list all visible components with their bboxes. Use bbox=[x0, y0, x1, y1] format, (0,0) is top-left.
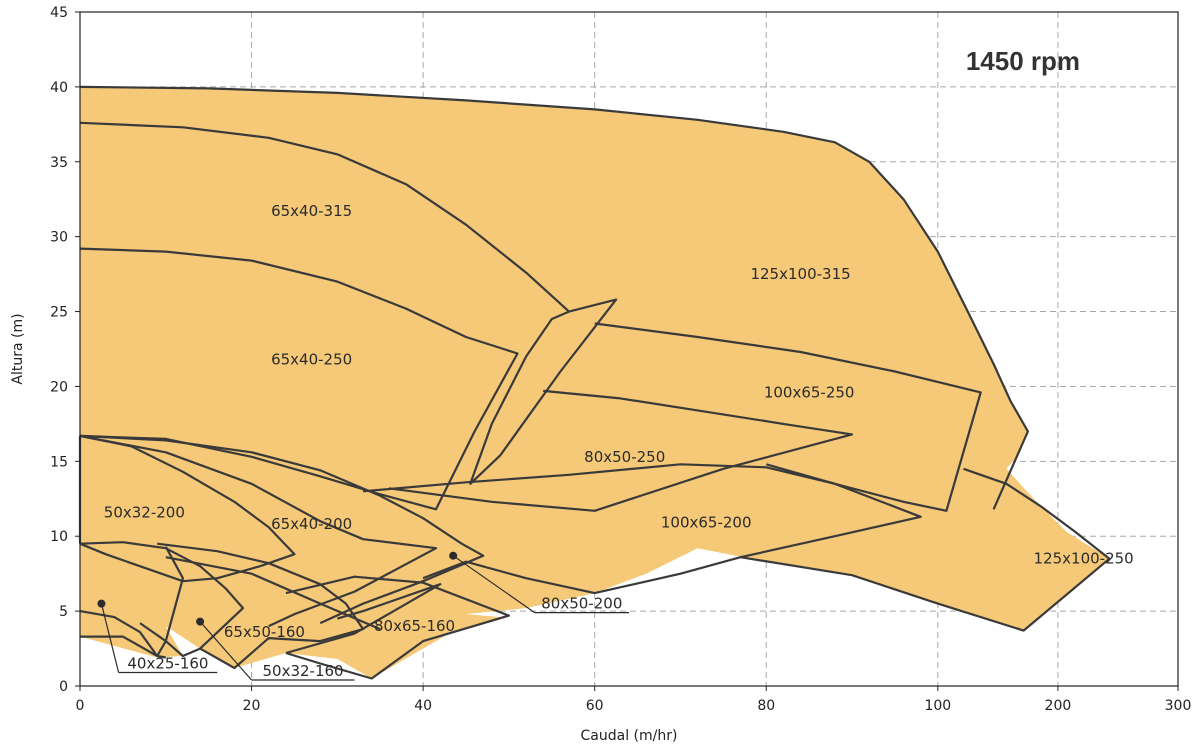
y-axis-label: Altura (m) bbox=[10, 313, 26, 384]
region-label-80x50-250: 80x50-250 bbox=[584, 448, 665, 466]
curve-50x32-200 bbox=[79, 434, 296, 583]
x-tick-label: 40 bbox=[414, 698, 432, 714]
x-tick-label: 300 bbox=[1165, 698, 1192, 714]
curve-65x40-200-inner bbox=[79, 434, 438, 628]
y-tick-label: 0 bbox=[59, 679, 68, 695]
y-tick-label: 5 bbox=[59, 604, 68, 620]
curve-100x65-200 bbox=[363, 463, 922, 595]
callout-leader-80x50-200 bbox=[452, 555, 535, 614]
x-tick-label: 60 bbox=[586, 698, 604, 714]
callout-dot-40x25-160 bbox=[97, 599, 106, 608]
region-label-80x65-160: 80x65-160 bbox=[374, 617, 455, 635]
curve-40x25-160-bottom bbox=[80, 635, 166, 659]
plot-frame bbox=[79, 11, 1179, 687]
region-label-125x100-250: 125x100-250 bbox=[1034, 550, 1134, 568]
curve-80x65-160 bbox=[285, 575, 510, 680]
y-tick-label: 25 bbox=[50, 305, 68, 321]
curve-65x50-160-top bbox=[165, 556, 381, 631]
region-label-65x40-200: 65x40-200 bbox=[271, 515, 352, 533]
pump-callouts: 80x50-200 40x25-160 50x32-160 bbox=[97, 551, 629, 681]
speed-annotation: 1450 rpm bbox=[966, 46, 1080, 76]
x-tick-label: 0 bbox=[76, 698, 85, 714]
y-tick-label: 40 bbox=[50, 80, 68, 96]
x-tick-label: 200 bbox=[1045, 698, 1072, 714]
region-label-65x40-250: 65x40-250 bbox=[271, 350, 352, 368]
y-tick-label: 20 bbox=[50, 379, 68, 395]
curve-125x100-315-outer bbox=[79, 85, 1029, 510]
y-tick-label: 35 bbox=[50, 155, 68, 171]
y-tick-label: 10 bbox=[50, 529, 68, 545]
curve-100x65-250 bbox=[594, 322, 982, 512]
x-axis-ticks: 0 20 40 60 80 100 200 300 bbox=[76, 686, 1192, 714]
callout-label-80x50-200: 80x50-200 bbox=[541, 595, 622, 613]
x-tick-label: 100 bbox=[924, 698, 951, 714]
y-tick-label: 15 bbox=[50, 454, 68, 470]
callout-leader-40x25-160 bbox=[100, 603, 120, 673]
region-label-125x100-315: 125x100-315 bbox=[750, 265, 850, 283]
pump-region-labels: 65x40-315 125x100-315 65x40-250 100x65-250 8… bbox=[104, 202, 1134, 641]
region-label-50x32-200: 50x32-200 bbox=[104, 503, 185, 521]
y-axis-ticks: 0 5 10 15 20 25 30 35 40 45 bbox=[50, 5, 80, 695]
callout-label-50x32-160: 50x32-160 bbox=[262, 662, 343, 680]
curve-65x50-160 bbox=[157, 542, 365, 670]
region-label-65x50-160: 65x50-160 bbox=[224, 623, 305, 641]
curve-80x65-160-inner bbox=[285, 583, 442, 655]
curve-65x40-200 bbox=[79, 434, 485, 625]
y-tick-label: 30 bbox=[50, 230, 68, 246]
curve-65x40-250 bbox=[79, 247, 519, 511]
curve-50x32-160 bbox=[79, 541, 245, 658]
region-label-100x65-250: 100x65-250 bbox=[764, 383, 855, 401]
pump-envelope-fill bbox=[80, 86, 1110, 679]
curve-125x100-250 bbox=[740, 467, 1111, 632]
y-tick-label: 45 bbox=[50, 5, 68, 21]
x-tick-label: 20 bbox=[243, 698, 261, 714]
curve-65x40-315 bbox=[79, 121, 618, 485]
region-label-65x40-315: 65x40-315 bbox=[271, 202, 352, 220]
callout-dot-80x50-200 bbox=[449, 551, 458, 560]
x-tick-label: 80 bbox=[757, 698, 775, 714]
callout-leader-50x32-160 bbox=[199, 621, 253, 681]
pump-regions bbox=[78, 85, 1111, 680]
curve-80x50-250 bbox=[388, 389, 854, 512]
callout-label-40x25-160: 40x25-160 bbox=[127, 655, 208, 673]
x-axis-label: Caudal (m/hr) bbox=[581, 728, 678, 744]
callout-dot-50x32-160 bbox=[196, 617, 205, 626]
region-label-100x65-200: 100x65-200 bbox=[661, 514, 752, 532]
